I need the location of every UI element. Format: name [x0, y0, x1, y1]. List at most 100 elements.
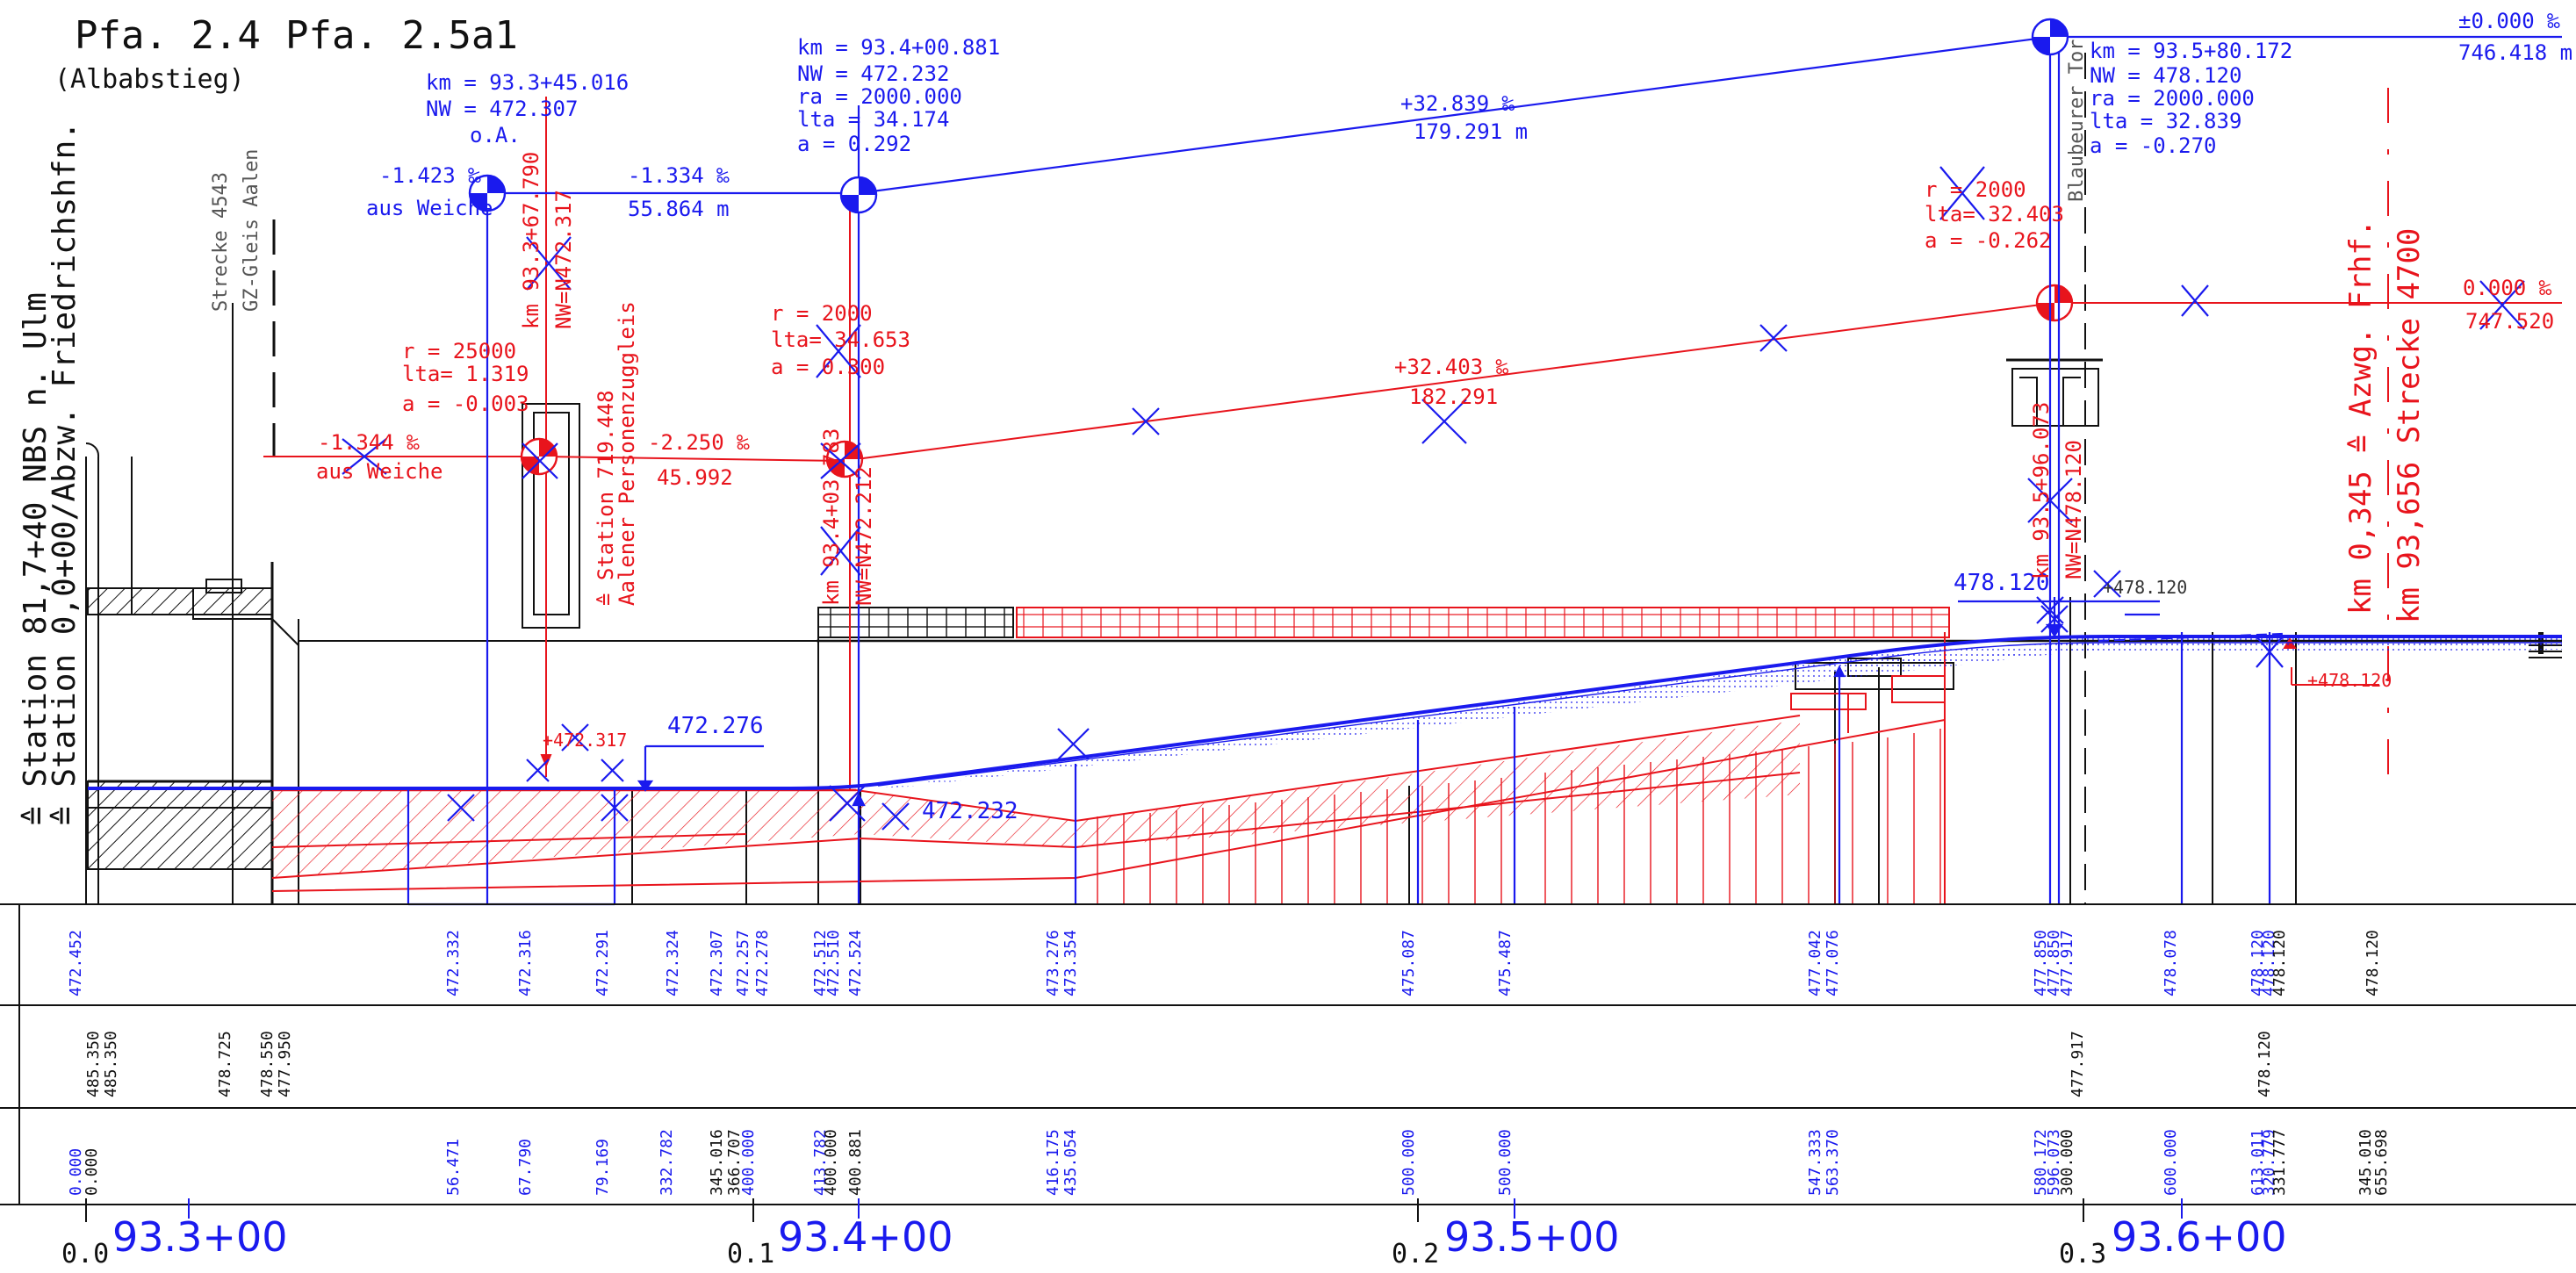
table-row1-value: 473.354	[1061, 930, 1080, 996]
table-row1-value: 475.087	[1400, 930, 1418, 996]
table-row1-value: 477.850	[2032, 930, 2050, 996]
table-row3-value: 79.169	[594, 1139, 612, 1196]
table-row1-value: 478.120	[2364, 930, 2382, 996]
profile-table	[0, 903, 2576, 1205]
station-line-1: ≙ Station 81,7+40 NBS n. Ulm	[18, 292, 54, 825]
pvi3-nw: NW = 478.120	[2090, 63, 2241, 88]
curve1-r: r = 25000	[402, 339, 516, 363]
pfa-left-title: Pfa. 2.4	[75, 13, 261, 58]
curve1-lta: lta= 1.319	[402, 362, 529, 386]
table-row1-value: 477.076	[1824, 930, 1842, 996]
table-row3-value: 320.779	[2260, 1129, 2278, 1196]
design-layer	[88, 26, 2562, 906]
pvi1-oa: o.A.	[470, 123, 521, 147]
table-row1-value: 477.042	[1806, 930, 1824, 996]
table-row3-value: 366.707	[725, 1129, 744, 1196]
axis-km-2: 0.2	[1392, 1239, 1439, 1269]
axis-km-3: 0.3	[2059, 1239, 2106, 1269]
curve3-r: r = 2000	[1925, 177, 2026, 202]
blue-labels: km = 93.3+45.016 NW = 472.307 o.A. km = …	[366, 9, 2572, 824]
table-row3-value: 400.000	[739, 1129, 758, 1196]
km-azwg: km 0,345 ≙ Azwg. Frhf.	[2343, 219, 2378, 615]
table-row1-value: 472.291	[594, 930, 612, 996]
axis-km-0: 0.0	[61, 1239, 109, 1269]
gz-gleis-label: GZ-Gleis Aalen	[241, 149, 263, 312]
pvi2-km: km = 93.4+00.881	[797, 35, 1000, 60]
table-row2-value: 478.550	[258, 1031, 277, 1097]
table-row3-value: 416.175	[1044, 1129, 1062, 1196]
table-row1-value: 477.850	[2045, 930, 2063, 996]
existing-grade-left: -1.344 ‰	[318, 430, 420, 455]
pvi3-km: km = 93.5+80.172	[2090, 39, 2292, 63]
table-row3-value: 345.016	[708, 1129, 726, 1196]
table-row1-value: 472.524	[846, 930, 865, 996]
curve3-lta: lta= 32.403	[1925, 202, 2064, 227]
pvi2-ra: ra = 2000.000	[797, 84, 962, 109]
elev-478120: 478.120	[1954, 570, 2050, 596]
curve2-r: r = 2000	[771, 301, 873, 326]
curve2-lta: lta= 34.653	[771, 327, 910, 352]
table-row3-value: 56.471	[444, 1139, 463, 1196]
elev-plus-472317: +472.317	[543, 730, 627, 751]
pfa-right-title: Pfa. 2.5a1	[285, 13, 518, 58]
table-row1-value: 472.324	[664, 930, 682, 996]
axis-station-2: 93.5+00	[1444, 1213, 1620, 1261]
table-row3-value: 500.000	[1400, 1129, 1418, 1196]
design-grade-right: ±0.000 ‰	[2458, 9, 2560, 33]
table-row3-value: 67.790	[516, 1139, 535, 1196]
design-length-right: 746.418 m	[2458, 40, 2572, 65]
red-labels: r = 25000 lta= 1.319 a = -0.003 r = 2000…	[316, 152, 2554, 751]
elev-plus-478120: +478.120	[2307, 670, 2392, 691]
elev-478120-top: +478.120	[2103, 577, 2187, 598]
table-row2-value: 477.917	[2069, 1031, 2087, 1097]
elev-472232: 472.232	[922, 798, 1018, 824]
strecke-label: Strecke 4543	[210, 172, 232, 312]
table-row1-value: 478.120	[2249, 930, 2267, 996]
table-row1-value: 478.120	[2260, 930, 2278, 996]
table-row3-value: 400.000	[822, 1129, 840, 1196]
table-row1-value: 472.512	[811, 930, 830, 996]
curve1-a: a = -0.003	[402, 392, 529, 416]
design-length-2: 179.291 m	[1414, 119, 1528, 144]
axis-labels: 0.0 93.3+00 0.1 93.4+00 0.2 93.5+00 0.3 …	[61, 1213, 2287, 1269]
existing-grade-1: -2.250 ‰	[648, 430, 750, 455]
table-row3-value: 0.000	[67, 1148, 85, 1196]
design-grade-left: -1.423 ‰	[379, 163, 481, 188]
elev-472276: 472.276	[667, 713, 764, 739]
table-values: 472.452 472.332 472.316 472.291 472.324 472.3…	[67, 930, 2391, 1196]
table-row1-value: 472.452	[67, 930, 85, 996]
axis-km-1: 0.1	[727, 1239, 774, 1269]
existing-layer	[263, 88, 2562, 904]
table-row2-value: 485.350	[102, 1031, 120, 1097]
station-line-2: ≙ Station 0,0+00/Abzw. Friedrichshfn.	[47, 121, 83, 825]
design-aus-weiche: aus Weiche	[366, 196, 493, 220]
table-row2-value: 478.120	[2256, 1031, 2274, 1097]
curve2-a: a = 0.300	[771, 355, 885, 379]
pvi3-ra: ra = 2000.000	[2090, 86, 2255, 111]
existing-grade-2: +32.403 ‰	[1394, 355, 1509, 379]
axis-station-3: 93.6+00	[2112, 1213, 2287, 1261]
table-row3-value: 600.000	[2162, 1129, 2180, 1196]
table-row1-value: 472.307	[708, 930, 726, 996]
table-row2-value: 485.350	[84, 1031, 103, 1097]
axis-ticks	[85, 1198, 2084, 1222]
table-row1-value: 472.332	[444, 930, 463, 996]
cross-markers	[342, 166, 2525, 831]
table-row1-value: 472.316	[516, 930, 535, 996]
pvi2-a: a = 0.292	[797, 132, 911, 156]
existing-pvi-markers	[520, 284, 2074, 478]
pvi3-lta: lta = 32.839	[2090, 109, 2241, 133]
design-grade-1: -1.334 ‰	[628, 163, 730, 188]
km-v1: km 93.3+67.790	[519, 152, 543, 329]
existing-length-2: 182.291	[1409, 385, 1498, 409]
table-row3-value: 300.000	[2058, 1129, 2076, 1196]
table-row1-value: 477.917	[2058, 930, 2076, 996]
pfa-left-subtitle: (Albabstieg)	[54, 64, 245, 95]
table-row3-value: 580.172	[2032, 1129, 2050, 1196]
table-row1-value: 478.078	[2162, 930, 2180, 996]
pvi1-km: km = 93.3+45.016	[426, 70, 629, 95]
km-v2: km 93.4+03.783	[819, 428, 844, 606]
table-row3-value: 345.010	[2357, 1129, 2375, 1196]
existing-length-1: 45.992	[657, 465, 733, 490]
table-row1-value: 472.257	[734, 930, 752, 996]
